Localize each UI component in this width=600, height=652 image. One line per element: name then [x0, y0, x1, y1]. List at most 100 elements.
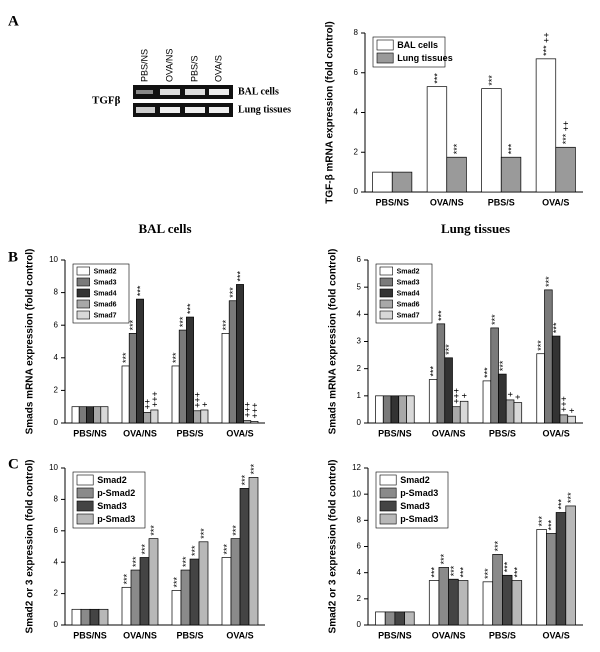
legend-swatch	[76, 277, 90, 287]
y-axis-label: Smads mRNA expression (fold control)	[25, 249, 36, 435]
row-label: Lung tissues	[238, 104, 291, 115]
legend-swatch	[379, 474, 397, 486]
significance-mark: ***	[121, 352, 131, 363]
gel-band	[209, 107, 229, 113]
bar	[139, 557, 150, 626]
bar	[390, 395, 400, 424]
bar	[71, 608, 82, 626]
bar	[372, 171, 393, 193]
y-axis-label: Smad2 or 3 expression (fold control)	[328, 460, 339, 634]
legend-swatch	[376, 52, 394, 64]
x-tick-label: OVA/S	[542, 197, 569, 207]
y-tick-label: 10	[352, 489, 361, 498]
bar	[180, 569, 191, 626]
x-tick-label: OVA/S	[226, 428, 253, 438]
legend-label: Smad6	[397, 301, 420, 308]
bar	[375, 395, 384, 424]
significance-mark: ***	[436, 310, 446, 321]
bar	[121, 365, 130, 424]
bar	[80, 608, 91, 626]
legend-swatch	[379, 266, 393, 276]
significance-mark: ***	[222, 543, 232, 554]
significance-mark: ***	[181, 556, 191, 567]
y-tick-label: 8	[354, 28, 359, 37]
x-tick-label: OVA/NS	[123, 428, 157, 438]
bar	[511, 580, 523, 626]
bar	[492, 553, 503, 626]
row-label: BAL cells	[238, 86, 279, 97]
bar	[228, 300, 237, 424]
legend-swatch	[379, 277, 393, 287]
legend-swatch	[376, 39, 394, 51]
y-tick-label: 2	[357, 594, 362, 603]
bar	[482, 581, 494, 626]
significance-mark: +++	[559, 396, 569, 412]
y-tick-label: 4	[54, 353, 59, 362]
bar	[193, 410, 202, 424]
bar	[200, 409, 209, 424]
bar	[189, 558, 200, 626]
y-tick-label: 8	[357, 515, 362, 524]
legend-label: Smad3	[397, 279, 420, 286]
bar	[250, 421, 259, 424]
y-tick-label: 0	[357, 418, 362, 427]
x-tick-label: PBS/S	[176, 428, 203, 438]
significance-mark: ***	[432, 73, 442, 84]
bar	[457, 580, 469, 626]
legend-label: Smad4	[94, 290, 117, 297]
legend-swatch	[379, 288, 393, 298]
y-tick-label: 2	[54, 589, 59, 598]
y-tick-label: 6	[357, 255, 362, 264]
x-tick-label: PBS/S	[489, 630, 516, 640]
bar	[452, 406, 461, 424]
bar	[490, 327, 499, 424]
significance-mark: ***	[459, 567, 469, 578]
bar	[428, 379, 438, 424]
bar	[391, 171, 413, 193]
bar	[248, 477, 259, 626]
bar	[243, 420, 252, 424]
legend-label: Smad7	[397, 312, 420, 319]
bar	[382, 395, 392, 424]
bar	[93, 406, 102, 424]
significance-mark: ***	[131, 556, 141, 567]
significance-mark: ***	[483, 568, 493, 579]
bar	[86, 406, 94, 424]
bar	[481, 88, 502, 193]
y-tick-label: 10	[49, 463, 58, 472]
x-tick-label: OVA/S	[226, 630, 253, 640]
y-tick-label: 6	[54, 526, 59, 535]
x-tick-label: OVA/NS	[430, 197, 464, 207]
legend-swatch	[76, 288, 90, 298]
y-tick-label: 4	[354, 108, 359, 117]
bar	[221, 333, 230, 424]
bar	[143, 412, 152, 424]
bar	[446, 156, 467, 193]
bar	[436, 323, 446, 424]
gel: PBS/NS OVA/NS PBS/S OVA/S BAL cells Lung…	[92, 49, 291, 117]
y-tick-label: 4	[54, 557, 59, 566]
y-tick-label: 1	[357, 391, 362, 400]
x-tick-label: OVA/NS	[432, 630, 466, 640]
x-tick-label: PBS/S	[489, 428, 516, 438]
lane-label: OVA/S	[213, 55, 223, 82]
significance-mark: ***	[490, 314, 500, 325]
y-axis-label: Smad2 or 3 expression (fold control)	[25, 460, 36, 634]
panel-label: C	[8, 456, 19, 472]
y-tick-label: 0	[54, 620, 59, 629]
significance-mark: *** ++	[561, 121, 571, 145]
significance-mark: ***	[452, 143, 462, 154]
legend-swatch	[76, 500, 94, 512]
significance-mark: +++	[150, 391, 160, 407]
significance-mark: ++	[143, 399, 153, 410]
significance-mark: +	[505, 392, 515, 397]
significance-mark: ***	[544, 276, 554, 287]
significance-mark: ***	[547, 519, 557, 530]
bar	[375, 611, 386, 626]
x-tick-label: OVA/S	[542, 428, 569, 438]
bar	[148, 538, 159, 626]
gel-band	[209, 89, 229, 95]
bar	[78, 406, 87, 424]
bar	[236, 284, 244, 424]
x-tick-label: PBS/NS	[73, 428, 107, 438]
